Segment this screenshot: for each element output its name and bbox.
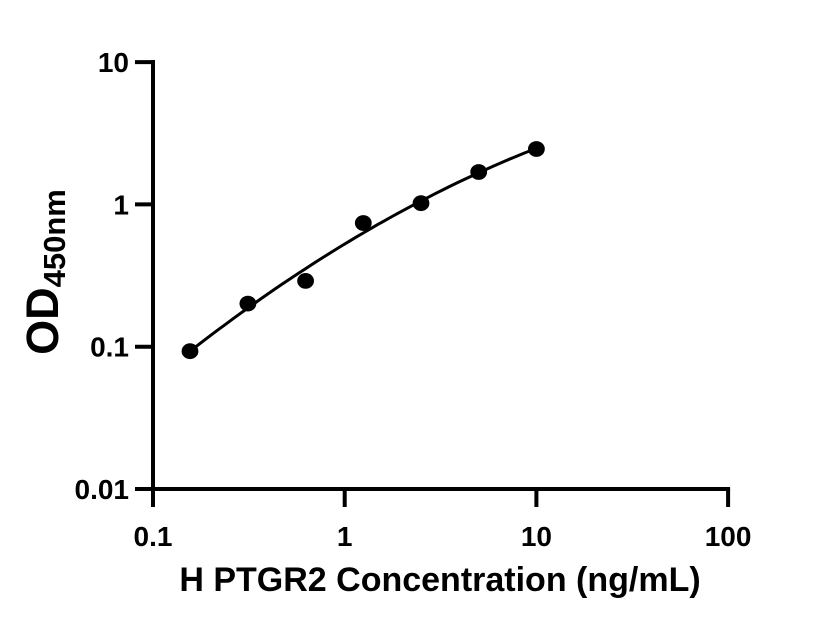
y-axis-title: OD450nm bbox=[17, 189, 72, 355]
x-tick-label: 100 bbox=[705, 521, 752, 552]
y-tick-label: 1 bbox=[113, 189, 129, 220]
data-point bbox=[354, 215, 372, 231]
y-axis-title-main: OD bbox=[17, 287, 68, 355]
data-point bbox=[181, 343, 199, 360]
x-tick-label: 0.1 bbox=[134, 521, 173, 552]
x-tick-label: 1 bbox=[337, 521, 353, 552]
y-tick-label: 0.01 bbox=[75, 474, 130, 505]
x-axis-title: H PTGR2 Concentration (ng/mL) bbox=[179, 561, 701, 599]
y-axis-title-subscript: 450nm bbox=[37, 189, 72, 288]
fit-curve bbox=[188, 146, 538, 353]
data-point bbox=[528, 141, 545, 157]
data-point bbox=[470, 164, 488, 180]
data-point bbox=[239, 295, 257, 312]
y-tick-label: 10 bbox=[98, 47, 129, 78]
data-point bbox=[297, 273, 314, 289]
x-tick-label: 10 bbox=[521, 521, 552, 552]
y-tick-label: 0.1 bbox=[90, 332, 129, 363]
data-point bbox=[412, 195, 430, 212]
